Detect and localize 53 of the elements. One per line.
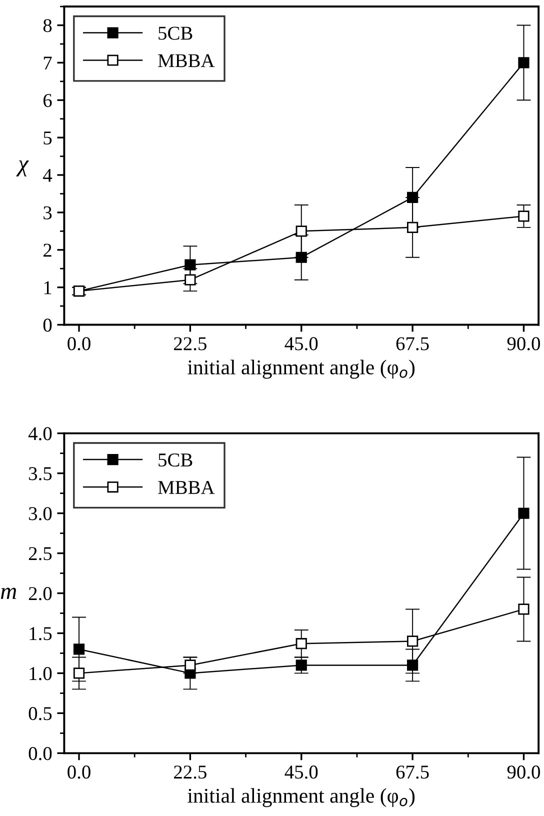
point bbox=[518, 508, 530, 519]
point bbox=[407, 192, 418, 204]
y-tick-label: 2.0 bbox=[28, 587, 52, 600]
y-tick-label: 1 bbox=[44, 281, 52, 294]
point bbox=[518, 57, 530, 68]
x-tick-label: 0.0 bbox=[68, 337, 90, 350]
y-tick-label: 4 bbox=[43, 168, 52, 182]
y-tick-label: 3.5 bbox=[29, 467, 52, 480]
point bbox=[518, 210, 530, 222]
x-tick-label: 67.5 bbox=[396, 337, 429, 350]
y-tick-label: 0 bbox=[43, 318, 52, 332]
x-tick-label: 45.0 bbox=[284, 766, 318, 779]
y-tick-label: 2 bbox=[44, 244, 52, 257]
legend-label: 5CB bbox=[158, 26, 192, 40]
point bbox=[518, 604, 530, 615]
x-tick-label: 22.5 bbox=[174, 337, 206, 350]
point bbox=[296, 226, 307, 237]
x-tick-label: 90.0 bbox=[507, 766, 540, 779]
x-tick-label: 90.0 bbox=[507, 337, 540, 350]
y-tick-label: 4.0 bbox=[28, 427, 52, 440]
point bbox=[296, 638, 307, 650]
point bbox=[184, 660, 196, 671]
y-tick-label: 1.0 bbox=[30, 667, 52, 680]
y-axis-title: χ bbox=[16, 160, 29, 176]
x-tick-label: 0.0 bbox=[68, 766, 90, 779]
y-tick-label: 6 bbox=[44, 94, 52, 108]
x-tick-label: 45.0 bbox=[284, 337, 318, 350]
legend-label: MBBA bbox=[158, 480, 215, 494]
y-tick-label: 2.5 bbox=[28, 547, 52, 560]
legend-label: 5CB bbox=[158, 453, 192, 467]
point bbox=[296, 660, 307, 671]
point bbox=[73, 644, 85, 655]
point bbox=[407, 636, 418, 647]
y-tick-label: 5 bbox=[44, 132, 52, 145]
legend-label: MBBA bbox=[158, 54, 215, 68]
point bbox=[73, 668, 85, 679]
point bbox=[184, 274, 196, 286]
y-tick-label: 3.0 bbox=[29, 507, 52, 520]
point bbox=[184, 259, 196, 270]
x-axis-title: initial alignment angle (φ$_{o}$) bbox=[188, 788, 415, 808]
point bbox=[407, 222, 418, 233]
x-tick-label: 67.5 bbox=[396, 766, 429, 779]
x-axis-title: initial alignment angle (φ$_{o}$) bbox=[188, 360, 415, 379]
point bbox=[296, 252, 307, 263]
point bbox=[407, 660, 418, 671]
y-axis-title: m bbox=[0, 588, 16, 599]
y-tick-label: 8 bbox=[43, 19, 52, 32]
y-tick-label: 3 bbox=[44, 206, 52, 220]
y-tick-label: 0.0 bbox=[28, 746, 52, 760]
y-tick-label: 7 bbox=[44, 56, 52, 70]
y-tick-label: 1.5 bbox=[30, 627, 52, 640]
y-tick-label: 0.5 bbox=[28, 707, 52, 720]
x-tick-label: 22.5 bbox=[174, 766, 206, 779]
